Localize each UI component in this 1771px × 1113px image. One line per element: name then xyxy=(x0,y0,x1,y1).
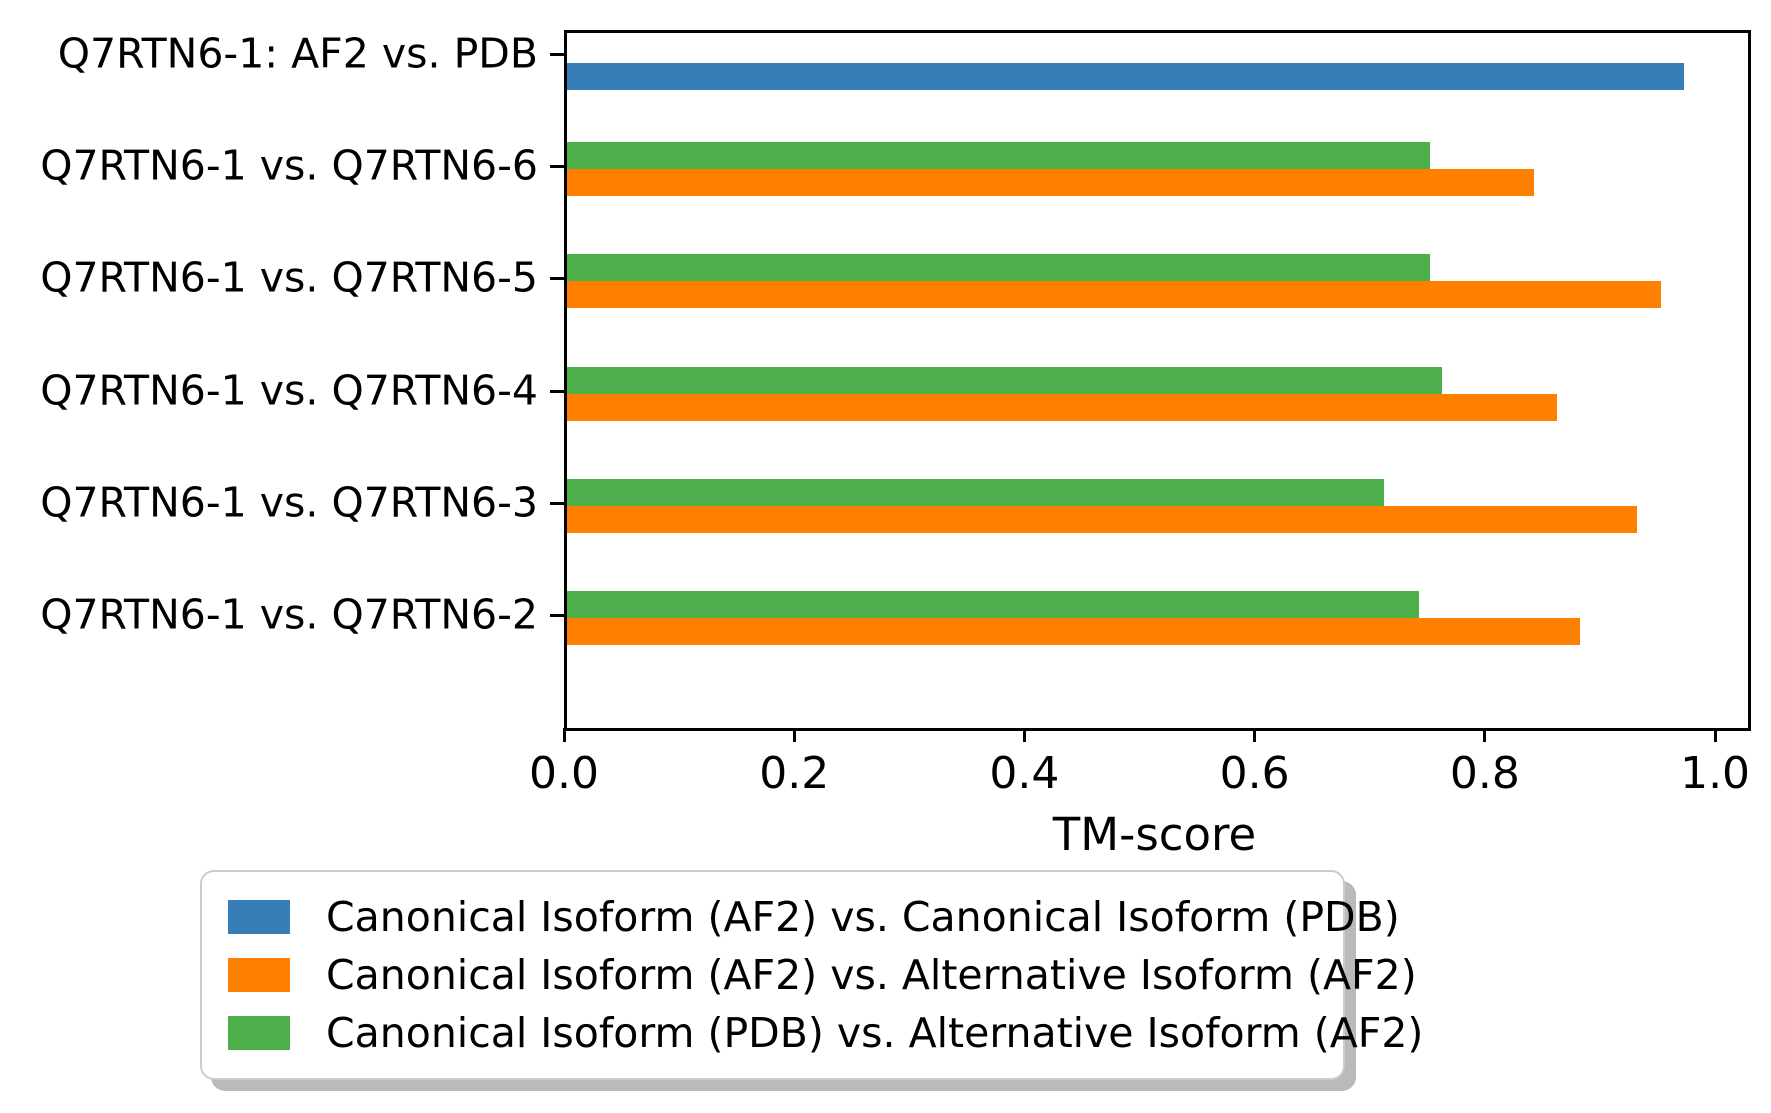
legend-entry-pdb_vs_alt: Canonical Isoform (PDB) vs. Alternative … xyxy=(228,1004,1423,1062)
x-tick-mark xyxy=(1022,728,1026,742)
x-tick-label: 1.0 xyxy=(1680,748,1751,799)
bar-af2_vs_alt xyxy=(567,618,1580,645)
bar-pdb_vs_alt xyxy=(567,142,1431,170)
y-tick-label: Q7RTN6-1: AF2 vs. PDB xyxy=(57,29,538,78)
x-tick-mark xyxy=(1713,728,1717,742)
y-tick-mark xyxy=(550,614,564,617)
bar-af2_vs_alt xyxy=(567,169,1534,197)
x-tick-label: 0.6 xyxy=(1219,748,1290,799)
x-tick-label: 0.2 xyxy=(759,748,830,799)
y-tick-label: Q7RTN6-1 vs. Q7RTN6-2 xyxy=(40,590,538,639)
legend-entry-af2_vs_pdb: Canonical Isoform (AF2) vs. Canonical Is… xyxy=(228,888,1400,946)
x-tick-mark xyxy=(562,728,566,742)
x-tick-mark xyxy=(792,728,796,742)
x-tick-label: 0.0 xyxy=(529,748,599,799)
bar-pdb_vs_alt xyxy=(567,478,1385,506)
bar-pdb_vs_alt xyxy=(567,591,1419,618)
x-tick-label: 0.4 xyxy=(989,748,1060,799)
bar-af2_vs_alt xyxy=(567,505,1638,533)
legend-swatch-icon xyxy=(228,958,290,992)
legend-swatch-icon xyxy=(228,900,290,934)
bar-pdb_vs_alt xyxy=(567,254,1431,282)
legend: Canonical Isoform (AF2) vs. Canonical Is… xyxy=(200,870,1423,1080)
bar-af2_vs_pdb xyxy=(567,63,1684,90)
legend-swatch-icon xyxy=(228,1016,290,1050)
y-tick-label: Q7RTN6-1 vs. Q7RTN6-5 xyxy=(40,253,538,302)
plot-area xyxy=(564,30,1751,731)
y-tick-mark xyxy=(550,501,564,505)
bar-pdb_vs_alt xyxy=(567,366,1442,394)
legend-label: Canonical Isoform (PDB) vs. Alternative … xyxy=(326,1008,1424,1057)
legend-entry-af2_vs_alt: Canonical Isoform (AF2) vs. Alternative … xyxy=(228,946,1417,1004)
y-tick-mark xyxy=(550,165,564,169)
x-tick-mark xyxy=(1483,728,1487,742)
y-tick-mark xyxy=(550,53,564,56)
y-tick-mark xyxy=(550,389,564,393)
y-tick-mark xyxy=(550,277,564,281)
bar-af2_vs_alt xyxy=(567,281,1661,309)
x-tick-mark xyxy=(1253,728,1257,742)
y-tick-label: Q7RTN6-1 vs. Q7RTN6-6 xyxy=(40,141,538,190)
x-axis-title: TM-score xyxy=(1052,808,1257,861)
x-tick-label: 0.8 xyxy=(1449,748,1520,799)
legend-label: Canonical Isoform (AF2) vs. Alternative … xyxy=(326,950,1417,999)
y-tick-label: Q7RTN6-1 vs. Q7RTN6-3 xyxy=(40,478,538,527)
y-tick-label: Q7RTN6-1 vs. Q7RTN6-4 xyxy=(40,366,538,415)
legend-label: Canonical Isoform (AF2) vs. Canonical Is… xyxy=(326,892,1400,941)
bar-af2_vs_alt xyxy=(567,393,1557,421)
